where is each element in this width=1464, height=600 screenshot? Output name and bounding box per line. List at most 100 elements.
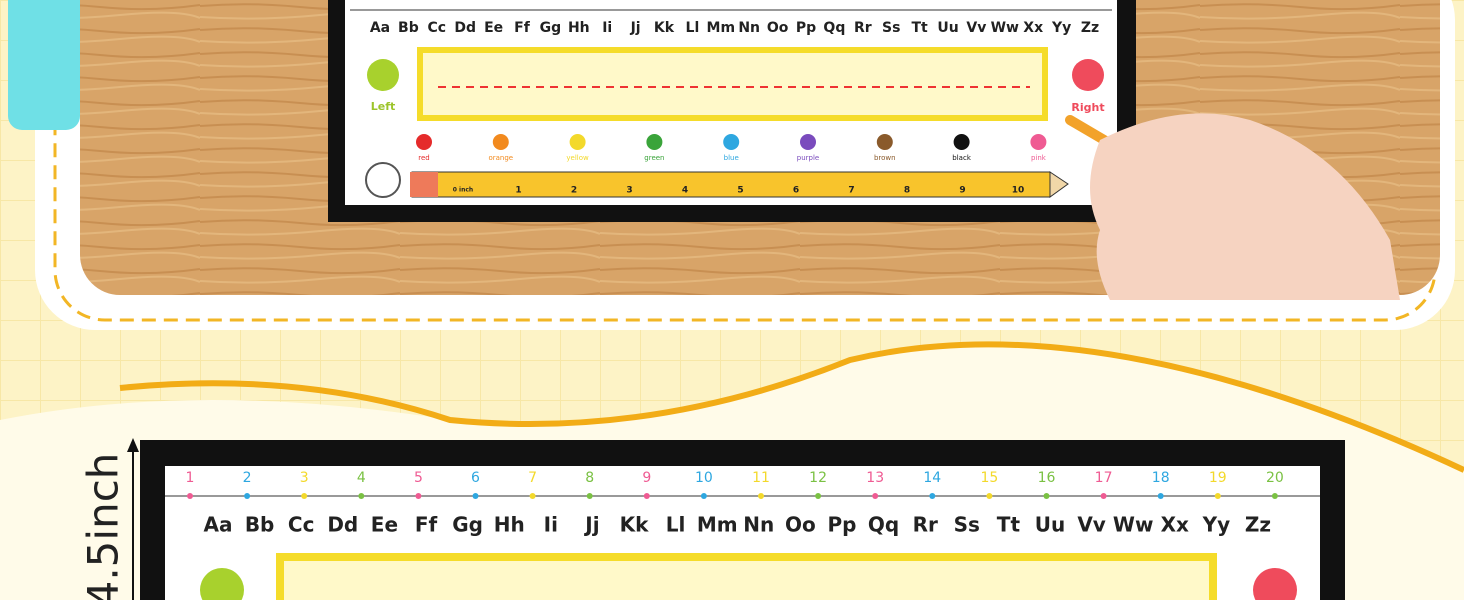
letter-pair: Qq	[868, 513, 899, 537]
letter-pair: Aa	[370, 20, 390, 36]
letter-pair: Jj	[630, 20, 641, 36]
letter-pair: Cc	[428, 20, 447, 36]
letter-pair: Rr	[854, 20, 872, 36]
number: 17	[1095, 470, 1113, 486]
letter-pair: Uu	[937, 20, 958, 36]
letter-pair: Rr	[913, 513, 938, 537]
color-icon	[492, 134, 509, 150]
number-dot	[472, 493, 479, 499]
letter-pair: Bb	[398, 20, 419, 36]
ruler-number: 4	[682, 186, 688, 196]
tab	[8, 0, 80, 130]
letter-pair: Aa	[204, 513, 233, 537]
color-icon	[723, 134, 740, 150]
number: 6	[471, 470, 480, 486]
arrow-head	[127, 438, 139, 452]
color-word: brown	[874, 154, 896, 162]
number-dot	[1214, 493, 1221, 499]
number: 3	[300, 470, 309, 486]
ruler-number: 0 inch	[453, 187, 473, 194]
number: 14	[923, 470, 941, 486]
color-word: black	[952, 154, 972, 162]
color-word: purple	[797, 154, 819, 162]
left-hand	[367, 59, 399, 91]
number-dot	[1043, 493, 1050, 499]
pencil-ruler	[411, 171, 1051, 198]
number: 5	[414, 470, 423, 486]
letter-pair: Kk	[654, 20, 675, 36]
letter-pair: Vv	[966, 20, 986, 36]
number-dot	[187, 493, 193, 499]
letter-pair: Xx	[1161, 513, 1189, 537]
pencil-eraser	[410, 172, 438, 197]
number-dot	[700, 493, 707, 499]
number-dot	[1157, 493, 1164, 499]
number: 8	[585, 470, 594, 486]
number: 19	[1209, 470, 1227, 486]
number: 1	[186, 470, 195, 486]
left-hand	[200, 568, 244, 600]
ruler-number: 3	[626, 186, 632, 196]
number-dot	[815, 493, 822, 499]
letter-pair: Nn	[738, 20, 760, 36]
right-hand	[1253, 568, 1297, 600]
ruler-number: 1	[515, 186, 521, 196]
letter-pair: Mm	[697, 513, 738, 537]
ruler-number: 2	[571, 186, 577, 196]
letter-pair: Ss	[954, 513, 980, 537]
number-dot	[1100, 493, 1107, 499]
letter-pair: Zz	[1245, 513, 1271, 537]
letter-pair: Mm	[707, 20, 736, 36]
letter-pair: Oo	[767, 20, 789, 36]
letter-pair: Vv	[1077, 513, 1106, 537]
hand	[1090, 113, 1400, 300]
letter-pair: Bb	[245, 513, 275, 537]
wave-line	[119, 341, 1464, 473]
pencil-tip	[1049, 171, 1069, 198]
color-word: pink	[1031, 154, 1047, 162]
top-strip: Aa Bb Cc Dd Ee Ff Gg Hh Ii Jj Kk Ll Mm Nn Oo Pp Qq Rr Ss Tt…	[328, 0, 1136, 222]
color-icon	[1030, 134, 1047, 150]
palette-icon	[365, 162, 401, 198]
letter-pair: Gg	[540, 20, 562, 36]
ruler-number: 10	[1012, 186, 1025, 196]
ruler-number: 8	[904, 186, 910, 196]
number-dot	[1271, 493, 1278, 499]
right-label: Right	[1071, 101, 1104, 114]
number-dot	[758, 493, 764, 499]
letter-pair: Ww	[991, 20, 1019, 36]
number: 18	[1152, 470, 1170, 486]
letter-pair: Jj	[583, 513, 599, 537]
letter-pair: Zz	[1081, 20, 1099, 36]
name-box	[276, 553, 1217, 600]
ruler-number: 6	[793, 186, 799, 196]
letter-pair: Qq	[823, 20, 845, 36]
letter-pair: Nn	[743, 513, 774, 537]
letter-pair: Ff	[415, 513, 438, 537]
letter-pair: Ii	[602, 20, 612, 36]
color-icon	[800, 134, 816, 150]
letter-pair: Ss	[882, 20, 900, 36]
letter-pair: Dd	[327, 513, 358, 537]
letter-pair: Ww	[1113, 513, 1154, 537]
color-icon	[646, 134, 663, 150]
number: 11	[752, 470, 770, 486]
number: 4	[357, 470, 366, 486]
number: 15	[980, 470, 998, 486]
number: 13	[866, 470, 884, 486]
number-dot	[986, 493, 993, 499]
color-word: yellow	[566, 154, 589, 162]
color-word: blue	[724, 154, 739, 162]
letter-pair: Hh	[568, 20, 590, 36]
dashed-border	[53, 0, 1437, 322]
letter-pair: Yy	[1051, 20, 1071, 36]
color-icon	[416, 134, 432, 150]
color-icon	[953, 134, 970, 150]
number-dot	[929, 493, 936, 499]
letter-pair: Cc	[288, 513, 315, 537]
ruler-number: 5	[737, 186, 743, 196]
letter-pair: Tt	[997, 513, 1021, 537]
left-label: Left	[371, 100, 396, 113]
number-dot	[415, 493, 422, 499]
